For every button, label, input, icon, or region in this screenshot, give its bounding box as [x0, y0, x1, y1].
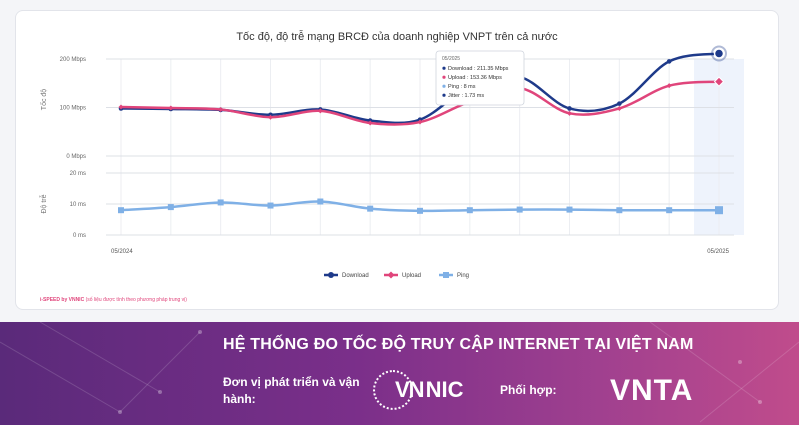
ping-point — [616, 207, 623, 214]
legend-label-download: Download — [342, 273, 369, 279]
legend-label-ping: Ping — [457, 273, 469, 279]
upload-point — [118, 104, 124, 110]
tooltip-dot — [442, 75, 446, 79]
x-tick-label: 05/2024 — [111, 249, 133, 255]
tooltip-line: Ping : 8 ms — [448, 84, 476, 90]
latency-axis-title: Độ trễ — [39, 194, 48, 213]
tooltip-date: 05/2025 — [442, 56, 460, 62]
upload-point — [218, 106, 224, 112]
x-tick-label: 05/2025 — [707, 249, 729, 255]
ping-point — [715, 206, 723, 215]
tooltip-dot — [442, 66, 446, 70]
download-point-halo — [711, 45, 727, 62]
tooltip-dot — [442, 93, 446, 97]
upload-point — [268, 114, 273, 120]
latency-tick-label: 0 ms — [73, 233, 86, 239]
chart-card: Tốc độ, độ trễ mạng BRCĐ của doanh nghiệ… — [15, 10, 779, 310]
ping-point — [317, 198, 324, 205]
vnnic-logo-circle — [373, 370, 413, 410]
upload-point — [317, 108, 323, 114]
upload-point — [616, 105, 622, 111]
ping-point — [417, 207, 423, 214]
tooltip-dot — [442, 84, 446, 88]
upload-point — [168, 105, 174, 111]
ping-point — [566, 206, 573, 213]
tooltip-line: Upload : 153.36 Mbps — [448, 75, 502, 81]
download-point — [666, 59, 672, 64]
legend-marker-download — [328, 272, 334, 278]
legend-marker-ping — [443, 272, 449, 278]
ping-point — [217, 199, 224, 206]
speed-axis-title: Tốc độ — [39, 89, 48, 111]
footer-banner: HỆ THỐNG ĐO TỐC ĐỘ TRUY CẬP INTERNET TẠI… — [0, 322, 799, 425]
footnote-text: (số liệu được tính theo phương pháp trun… — [84, 297, 187, 303]
cooperation-label: Phối hợp: — [500, 383, 557, 397]
upload-point — [367, 120, 373, 126]
developer-label: Đơn vị phát triển và vận hành: — [223, 375, 360, 406]
footer-network-decoration — [0, 322, 799, 423]
ping-point — [167, 204, 174, 211]
legend-label-upload: Upload — [402, 273, 421, 279]
vnnic-logo-nic: NIC — [425, 377, 464, 402]
chart-title: Tốc độ, độ trễ mạng BRCĐ của doanh nghiệ… — [236, 31, 558, 43]
ping-point — [118, 207, 124, 214]
tooltip-line: Download : 211.35 Mbps — [448, 66, 509, 72]
speed-tick-label: 200 Mbps — [60, 57, 86, 63]
speed-tick-label: 0 Mbps — [66, 154, 86, 160]
tooltip-line: Jitter : 1.73 ms — [448, 93, 484, 99]
tooltip-box — [435, 50, 525, 106]
upload-point — [417, 119, 423, 125]
vnnic-logo[interactable]: VN NIC — [373, 370, 463, 410]
ping-point — [367, 205, 374, 212]
vnnic-logo-vn: VN — [395, 377, 425, 402]
upload-point — [666, 83, 672, 89]
chart-footnote: i-SPEED by VNNIC (số liệu được tính theo… — [40, 297, 187, 303]
legend-marker-upload — [387, 271, 395, 279]
download-point — [617, 101, 622, 106]
ping-point — [666, 207, 673, 214]
ping-point — [516, 206, 523, 213]
latency-tick-label: 20 ms — [70, 171, 86, 177]
footnote-brand: i-SPEED by VNNIC — [40, 297, 85, 303]
ping-point — [267, 202, 274, 209]
ping-point — [466, 207, 473, 214]
speed-tick-label: 100 Mbps — [60, 106, 86, 112]
footer-title: HỆ THỐNG ĐO TỐC ĐỘ TRUY CẬP INTERNET TẠI… — [223, 336, 694, 353]
download-point — [567, 106, 572, 111]
upload-point — [713, 76, 725, 87]
vnta-logo[interactable]: VNTA — [610, 374, 694, 407]
download-point — [713, 48, 725, 59]
upload-point — [567, 110, 572, 116]
latency-tick-label: 10 ms — [70, 202, 86, 208]
chart-svg: 0 Mbps 100 Mbps 200 Mbps 0 ms 10 ms 20 ms Tốc … — [39, 45, 744, 279]
